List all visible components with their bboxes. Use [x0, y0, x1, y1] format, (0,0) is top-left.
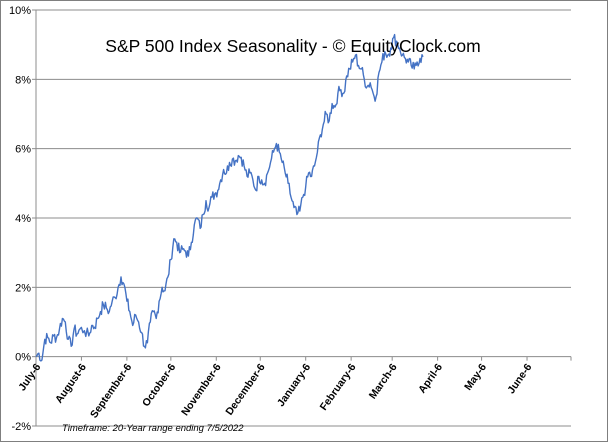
y-tick-label: 2%: [15, 282, 31, 294]
series-line: [35, 33, 424, 362]
y-tick-label: 0%: [15, 352, 31, 364]
y-tick-label: 10%: [9, 5, 31, 17]
y-tick-label: -2%: [11, 421, 31, 433]
y-tick-label: 4%: [15, 213, 31, 225]
y-tick-label: 8%: [15, 74, 31, 86]
series-layer: [35, 33, 424, 362]
timeframe-note: Timeframe: 20-Year range ending 7/5/2022: [62, 423, 244, 434]
y-axis-ticks: -2% 0% 2% 4% 6% 8% 10%: [9, 5, 36, 433]
chart-title: S&P 500 Index Seasonality - © EquityCloc…: [105, 36, 480, 56]
y-tick-label: 6%: [15, 144, 31, 156]
